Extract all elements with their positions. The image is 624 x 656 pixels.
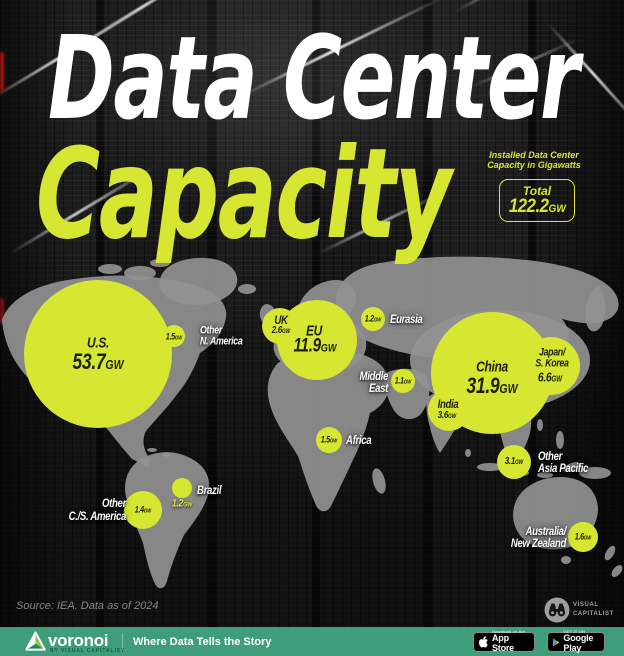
value-brazil: 1.2GW (171, 497, 193, 510)
vc-logo-text: CAPITALIST (573, 610, 614, 617)
label-china: China (476, 358, 508, 376)
voronoi-icon (25, 631, 46, 651)
value-uk: 2.6GW (271, 325, 291, 336)
bubble-africa (316, 427, 342, 453)
google-play-badge-subtext: GET IT ON (563, 628, 586, 634)
label-eu: EU (305, 322, 323, 340)
label-u-s: U.S. (86, 334, 110, 352)
label-australia-new-zealand: Australia/ (525, 524, 566, 538)
total-label: Total (522, 183, 552, 198)
label-other-asia-pacific: Other (538, 449, 563, 463)
footer-bar: voronoi BY VISUAL CAPITALIST Where Data … (0, 627, 624, 656)
app-store-badge-text: App Store (491, 633, 514, 654)
label-other-asia-pacific: Asia Pacific (538, 461, 589, 475)
value-australia-new-zealand: 1.6GW (574, 531, 592, 542)
footer-tagline: Where Data Tells the Story (133, 635, 272, 648)
value-eu: 11.9GW (293, 335, 337, 357)
label-uk: UK (274, 313, 288, 327)
bubble-eurasia (361, 307, 385, 331)
chart-subtitle: Installed Data Center (489, 150, 579, 160)
label-other-n-america: Other (200, 324, 222, 337)
label-eurasia: Eurasia (390, 312, 423, 326)
binoculars-icon (544, 597, 570, 623)
google-play-badge-text: Google Play (563, 633, 594, 654)
label-japan-s-korea: S. Korea (535, 357, 569, 370)
value-africa: 1.5GW (320, 434, 338, 445)
app-store-badge-subtext: Download on the (491, 628, 526, 634)
label-japan-s-korea: Japan/ (539, 346, 565, 359)
bubble-brazil (172, 478, 192, 498)
bubble-middle-east (391, 369, 415, 393)
bubble-eu (277, 300, 357, 380)
bubble-u-s (24, 280, 172, 428)
red-light-accent (0, 52, 4, 92)
label-africa: Africa (346, 433, 372, 447)
voronoi-wordmark: voronoi (48, 631, 109, 650)
value-india: 3.6GW (437, 410, 457, 421)
chart-subtitle: Capacity in Gigawatts (487, 160, 581, 170)
google-play-badge[interactable]: GET IT ON Google Play (547, 628, 605, 654)
bubble-japan-s-korea (522, 337, 580, 395)
value-other-asia-pacific: 3.1GW (504, 456, 524, 467)
label-other-c-s-america: Other (101, 496, 126, 510)
value-japan-s-korea: 6.6GW (537, 369, 563, 385)
value-eurasia: 1.2GW (364, 313, 382, 324)
google-play-icon (553, 637, 560, 647)
label-middle-east: East (369, 381, 388, 395)
value-other-n-america: 1.5GW (165, 331, 183, 342)
app-store-badge[interactable]: Download on the App Store (473, 628, 535, 654)
total-value: 122.2GW (508, 195, 566, 217)
label-brazil: Brazil (197, 483, 222, 497)
apple-icon (479, 636, 488, 648)
footer-divider (122, 633, 123, 650)
label-other-c-s-america: C./S. America (68, 509, 127, 523)
voronoi-byline: BY VISUAL CAPITALIST (50, 648, 125, 654)
total-capacity-box: Total 122.2GW (499, 179, 575, 222)
label-india: India (437, 397, 459, 411)
title-line-1: Data Center (48, 12, 580, 146)
value-u-s: 53.7GW (72, 349, 124, 374)
value-middle-east: 1.1GW (394, 375, 412, 386)
label-other-n-america: N. America (200, 335, 243, 348)
label-australia-new-zealand: New Zealand (510, 536, 566, 550)
vc-logo-text: VISUAL (573, 602, 599, 609)
bubble-other-c-s-america (124, 491, 162, 529)
bubble-other-asia-pacific (497, 445, 531, 479)
source-note: Source: IEA. Data as of 2024 (16, 600, 159, 612)
bubble-australia-new-zealand (568, 522, 598, 552)
value-china: 31.9GW (466, 373, 518, 398)
bubble-other-n-america (163, 325, 185, 347)
visual-capitalist-logo: VISUAL CAPITALIST (544, 597, 614, 623)
red-light-accent (0, 298, 4, 324)
value-other-c-s-america: 1.4GW (134, 504, 152, 515)
label-middle-east: Middle (359, 369, 389, 383)
title-line-2: Capacity (36, 122, 452, 267)
